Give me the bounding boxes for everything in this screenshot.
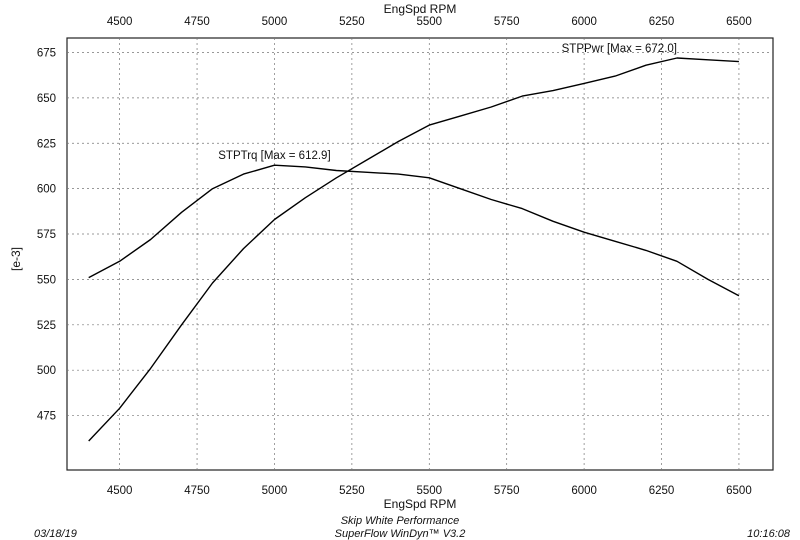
y-tick-label: 525: [37, 320, 56, 332]
x-tick-label-bottom: 4750: [184, 485, 210, 497]
x-tick-label-top: 4750: [184, 16, 210, 28]
series-label-0: STPPwr [Max = 672.0]: [562, 43, 677, 55]
footer-time: 10:16:08: [747, 528, 790, 540]
grid: [67, 38, 773, 470]
y-tick-label: 475: [37, 411, 56, 423]
x-tick-label-bottom: 6500: [726, 485, 752, 497]
labels-group: STPPwr [Max = 672.0] STPTrq [Max = 612.9]: [218, 43, 677, 162]
x-tick-label-top: 4500: [107, 16, 133, 28]
x-tick-label-top: 5500: [416, 16, 442, 28]
tick-labels: 4500 4500 4750 4750 5000 5000 5250 5250 5500 5500…: [37, 16, 752, 497]
series-label-1: STPTrq [Max = 612.9]: [218, 150, 330, 162]
y-tick-label: 650: [37, 93, 56, 105]
y-tick-label: 625: [37, 138, 56, 150]
y-tick-label: 550: [37, 274, 56, 286]
y-tick-label: 675: [37, 48, 56, 60]
series-line-0: [88, 57, 739, 442]
x-tick-label-top: 6000: [571, 16, 597, 28]
x-tick-label-bottom: 4500: [107, 485, 133, 497]
x-tick-label-top: 5000: [262, 16, 288, 28]
y-axis-title: [e-3]: [9, 247, 23, 271]
footer-date: 03/18/19: [34, 528, 77, 540]
x-tick-label-bottom: 5750: [494, 485, 520, 497]
y-tick-label: 500: [37, 365, 56, 377]
x-tick-label-top: 5250: [339, 16, 365, 28]
x-tick-label-bottom: 5500: [416, 485, 442, 497]
footer-software: SuperFlow WinDyn™ V3.2: [334, 528, 466, 540]
footer-company: Skip White Performance: [340, 515, 460, 527]
y-tick-label: 600: [37, 184, 56, 196]
x-tick-label-top: 5750: [494, 16, 520, 28]
x-axis-title-top: EngSpd RPM: [384, 2, 457, 16]
x-tick-label-bottom: 6250: [649, 485, 675, 497]
x-tick-label-top: 6500: [726, 16, 752, 28]
x-tick-label-bottom: 6000: [571, 485, 597, 497]
x-tick-label-bottom: 5000: [262, 485, 288, 497]
x-tick-label-top: 6250: [649, 16, 675, 28]
series-group: [88, 57, 740, 442]
series-line-1: [88, 164, 740, 297]
x-tick-label-bottom: 5250: [339, 485, 365, 497]
plot-frame: [66, 37, 774, 471]
y-tick-label: 575: [37, 229, 56, 241]
x-axis-title-bottom: EngSpd RPM: [384, 497, 457, 511]
